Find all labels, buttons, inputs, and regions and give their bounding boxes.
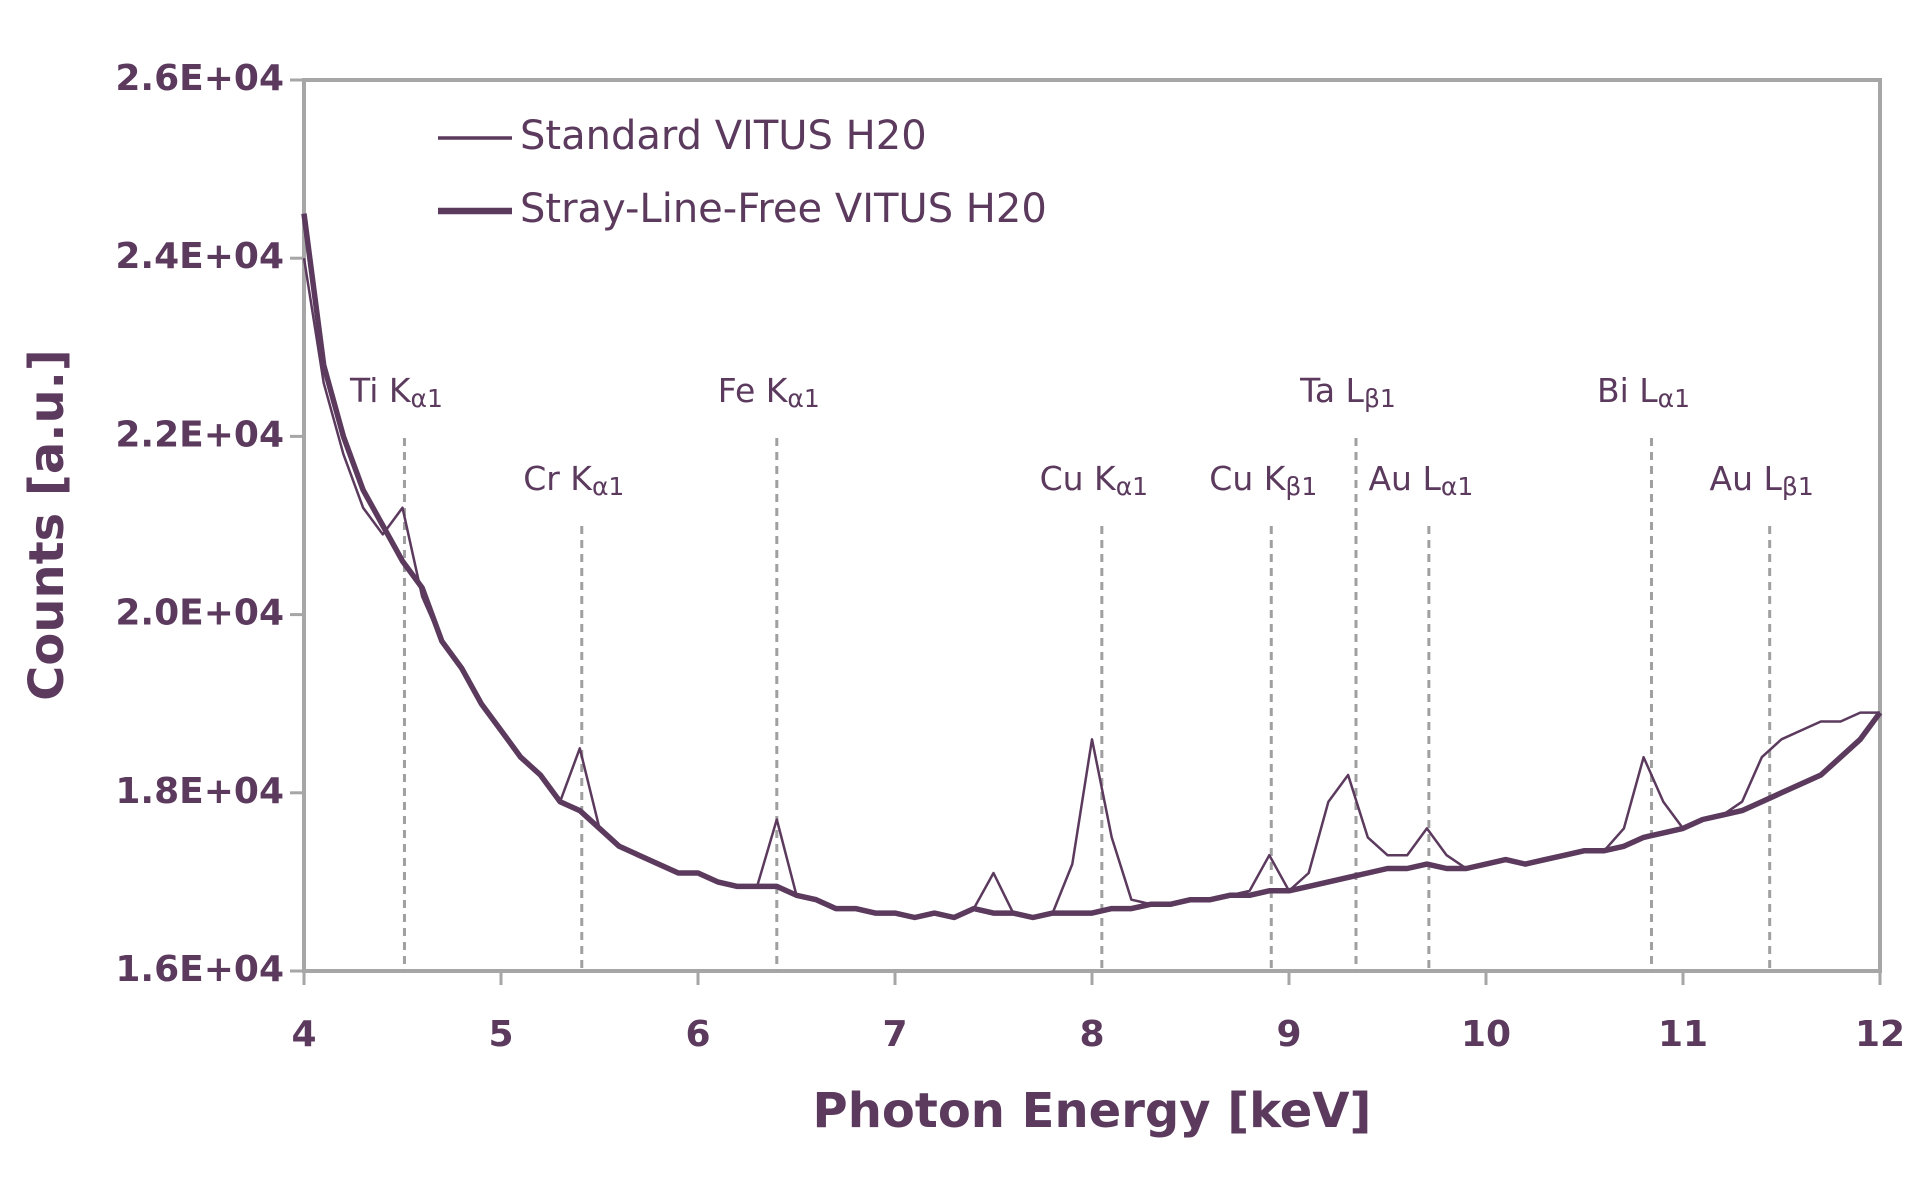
- legend-label: Standard VITUS H20: [520, 113, 927, 159]
- annotation-label: Ta Lβ1: [1299, 371, 1396, 414]
- annotation-label: Au Lα1: [1368, 459, 1473, 502]
- annotation-text: Cr K: [523, 459, 593, 498]
- annotation-subscript: α1: [1441, 472, 1473, 501]
- annotation-label: Bi Lα1: [1597, 371, 1690, 414]
- annotation-label: Cr Kα1: [523, 459, 624, 502]
- annotation-label: Cu Kα1: [1040, 459, 1148, 502]
- annotation-text: Au L: [1368, 459, 1441, 498]
- annotation-label: Fe Kα1: [718, 371, 820, 414]
- x-tick-label: 10: [1461, 1014, 1511, 1055]
- annotation-text: Cu K: [1040, 459, 1117, 498]
- annotation-subscript: β1: [1285, 472, 1317, 501]
- annotation-text: Ti K: [349, 371, 412, 410]
- annotation-subscript: α1: [411, 384, 443, 413]
- annotation-subscript: α1: [1116, 472, 1148, 501]
- annotation-subscript: α1: [592, 472, 624, 501]
- y-tick-label: 1.6E+04: [115, 949, 284, 990]
- x-tick-label: 4: [291, 1014, 316, 1055]
- y-tick-label: 2.2E+04: [115, 414, 284, 455]
- annotation-text: Fe K: [718, 371, 789, 410]
- annotation-text: Bi L: [1597, 371, 1658, 410]
- x-tick-label: 7: [882, 1014, 907, 1055]
- y-tick-label: 2.4E+04: [115, 236, 284, 277]
- legend-label: Stray-Line-Free VITUS H20: [520, 186, 1047, 232]
- data-line: [301, 213, 1883, 921]
- annotation-text: Ta L: [1299, 371, 1364, 410]
- x-tick-label: 6: [685, 1014, 710, 1055]
- x-tick-label: 12: [1855, 1014, 1905, 1055]
- data-line: [302, 258, 1880, 919]
- annotation-label: Au Lβ1: [1710, 459, 1814, 502]
- x-tick-label: 8: [1079, 1014, 1104, 1055]
- y-axis-title: Counts [a.u.]: [19, 349, 75, 701]
- annotation-subscript: α1: [787, 384, 819, 413]
- annotation-subscript: β1: [1782, 472, 1814, 501]
- plot-frame: [302, 78, 1882, 973]
- annotation-subscript: α1: [1658, 384, 1690, 413]
- annotation-label: Ti Kα1: [349, 371, 443, 414]
- annotation-text: Au L: [1710, 459, 1783, 498]
- y-tick-label: 2.6E+04: [115, 58, 284, 99]
- y-tick-label: 1.8E+04: [115, 771, 284, 812]
- x-axis-title: Photon Energy [keV]: [813, 1083, 1372, 1139]
- annotation-subscript: β1: [1364, 384, 1396, 413]
- annotation-label: Cu Kβ1: [1209, 459, 1317, 502]
- x-tick-label: 11: [1658, 1014, 1708, 1055]
- x-tick-label: 9: [1276, 1014, 1301, 1055]
- x-tick-label: 5: [488, 1014, 513, 1055]
- y-tick-label: 2.0E+04: [115, 593, 284, 634]
- annotation-text: Cu K: [1209, 459, 1286, 498]
